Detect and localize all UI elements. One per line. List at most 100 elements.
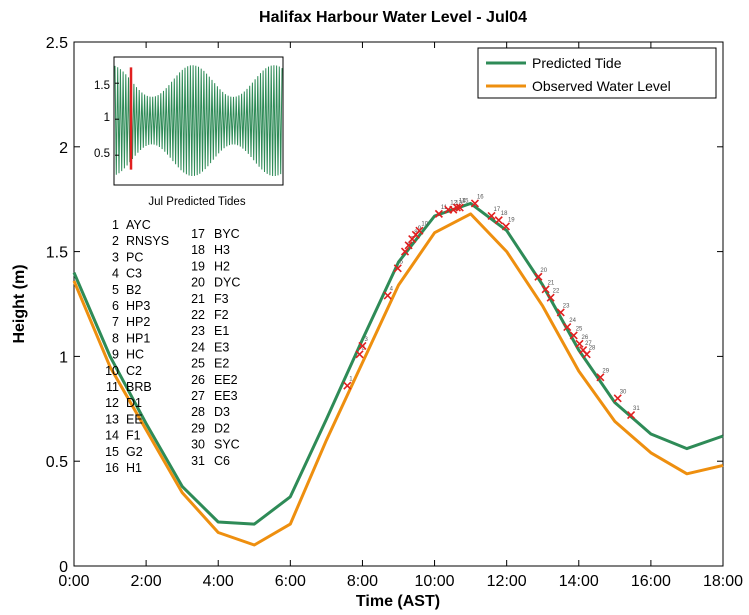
observation-mark: 3 [358,337,368,350]
station-number: 6 [112,299,119,313]
station-number: 9 [112,348,119,362]
x-tick-label: 12:00 [487,573,527,590]
chart-title: Halifax Harbour Water Level - Jul04 [259,9,527,26]
observation-mark-label: 14 [459,199,466,205]
observation-mark: 1 [343,377,353,390]
observation-mark-label: 15 [462,199,469,205]
inset-tick-label: 1 [104,112,110,124]
observation-mark-label: 22 [553,289,560,295]
observation-mark-label: 31 [633,406,640,412]
station-number: 27 [191,389,205,403]
observation-mark-label: 21 [548,280,555,286]
predicted-tide-line [72,201,724,526]
station-number: 18 [191,243,205,257]
observation-mark: 4 [383,287,394,300]
y-tick-label: 1 [59,349,68,366]
observation-mark-label: 29 [602,368,609,374]
observation-mark-label: 26 [581,335,588,341]
observation-mark-label: 24 [569,318,576,324]
station-name: PC [126,250,143,264]
station-number: 2 [112,234,119,248]
observation-mark-label: 1 [349,377,353,383]
observation-mark-label: 3 [364,337,368,343]
inset-tick-label: 0.5 [94,148,110,160]
station-name: DYC [214,276,240,290]
station-name: EE3 [214,389,238,403]
station-name: F2 [214,308,229,322]
station-number: 23 [191,324,205,338]
station-number: 14 [105,429,119,443]
station-number: 11 [106,380,119,394]
legend-box [477,47,717,99]
station-name: HP2 [126,315,150,329]
station-number: 24 [191,340,205,354]
station-name: HP3 [126,299,150,313]
observation-mark-label: 19 [508,217,515,223]
station-name: D2 [214,421,230,435]
observation-mark: 30 [613,389,627,403]
station-name: C3 [126,267,142,281]
station-number: 12 [105,396,119,410]
observation-mark: 19 [501,217,515,231]
observation-mark-label: 5 [400,259,404,265]
x-tick-label: 6:00 [275,573,306,590]
observation-mark: 22 [546,289,560,302]
station-number: 15 [105,445,119,459]
observation-mark-label: 25 [576,326,583,332]
observed-water-level-line [72,212,724,547]
x-tick-label: 8:00 [347,573,378,590]
station-number: 20 [191,276,205,290]
observation-mark-label: 17 [494,207,501,213]
station-name: HP1 [126,331,150,345]
station-number: 31 [191,454,205,468]
observation-mark: 24 [563,318,577,332]
x-tick-label: 14:00 [559,573,599,590]
observation-mark: 15 [455,199,469,212]
station-name: HC [126,348,144,362]
observation-mark: 18 [494,211,508,225]
station-number: 26 [191,373,205,387]
y-tick-label: 0.5 [46,454,68,471]
legend: Predicted Tide Observed Water Level [477,47,717,99]
observation-mark: 23 [556,303,570,317]
station-name: C2 [126,364,142,378]
station-name: BRB [126,380,152,394]
observation-mark-label: 9 [418,226,422,232]
observation-mark: 20 [534,268,548,281]
station-name: E3 [214,340,229,354]
station-name: E2 [214,357,229,371]
station-name: B2 [126,283,141,297]
station-number: 13 [105,412,119,426]
x-tick-label: 10:00 [415,573,455,590]
station-name: F1 [126,429,141,443]
x-tick-label: 2:00 [131,573,162,590]
x-tick-label: 16:00 [631,573,671,590]
observation-mark-label: 10 [421,222,428,228]
station-name: BYC [214,227,240,241]
y-axis-label: Height (m) [11,264,28,343]
observation-mark-label: 4 [390,287,394,293]
station-number: 3 [112,250,119,264]
observation-mark: 29 [596,368,610,382]
observation-mark-label: 20 [540,268,547,274]
station-name: D1 [126,396,142,410]
station-name: C6 [214,454,230,468]
y-tick-label: 0 [59,559,68,576]
station-number: 17 [191,227,205,241]
station-number: 25 [191,357,205,371]
station-name: SYC [214,438,240,452]
station-number: 29 [191,421,205,435]
station-name: H1 [126,461,142,475]
observation-mark-label: 27 [585,341,592,347]
station-name: EE2 [214,373,238,387]
station-name: D3 [214,405,230,419]
y-tick-label: 2 [59,140,68,157]
observation-mark: 25 [569,326,583,340]
y-tick-label: 1.5 [46,245,68,262]
observation-mark: 28 [582,345,596,359]
observation-mark: 21 [541,280,555,294]
station-number: 8 [112,331,119,345]
station-number: 7 [112,315,119,329]
inset-tide-line [114,65,283,177]
